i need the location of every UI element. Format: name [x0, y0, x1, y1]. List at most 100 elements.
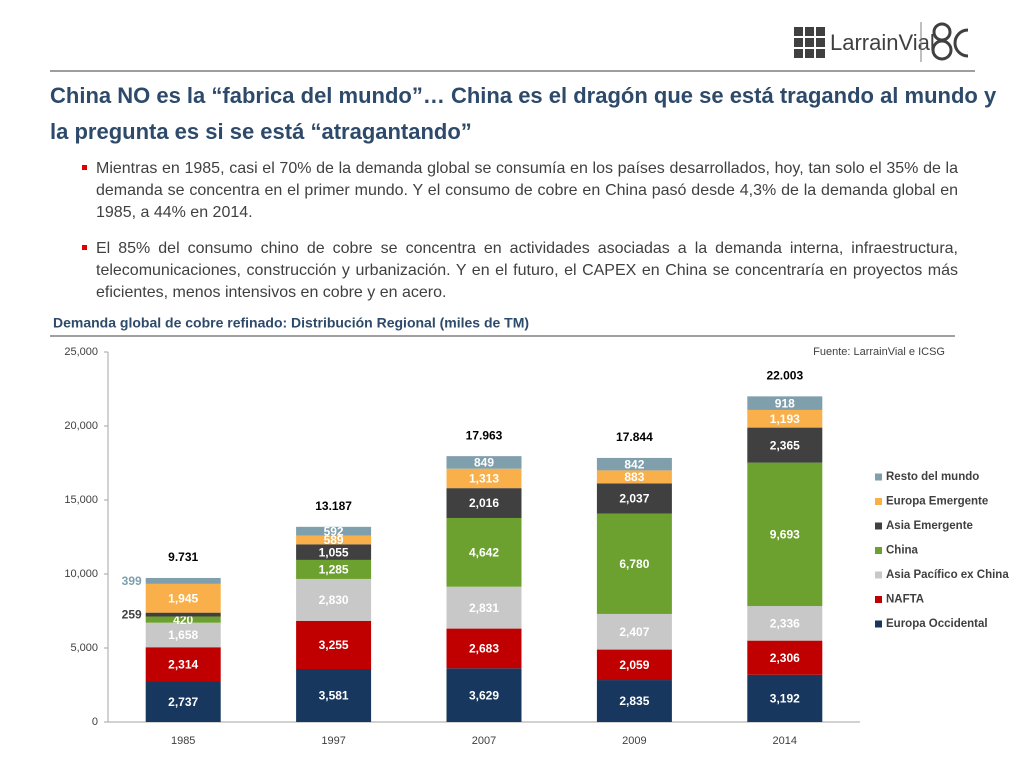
value-label: 3,192 — [770, 692, 800, 706]
slide-title: China NO es la “fabrica del mundo”… Chin… — [50, 83, 997, 144]
total-label: 22.003 — [766, 369, 803, 383]
value-label: 2,737 — [168, 695, 198, 709]
bar-segment — [596, 513, 672, 614]
bullet: El 85% del consumo chino de cobre se con… — [82, 238, 958, 304]
legend-swatch — [875, 596, 882, 603]
bar-segment — [145, 616, 221, 623]
bar-segment — [446, 517, 522, 587]
total-label: 17.963 — [466, 428, 503, 442]
value-label: 2,306 — [770, 651, 800, 665]
value-label: 2,407 — [619, 625, 649, 639]
bar-segment — [446, 456, 522, 469]
y-tick-label: 20,000 — [64, 420, 98, 432]
legend-label: Europa Emergente — [886, 496, 988, 508]
value-label: 2,835 — [619, 694, 649, 708]
x-tick-label: 2014 — [773, 735, 797, 747]
bar-segment — [296, 578, 372, 621]
bar-segment — [747, 674, 823, 722]
value-label: 3,581 — [319, 689, 349, 703]
logo-mark — [931, 22, 969, 61]
value-label: 399 — [122, 574, 142, 588]
source: Fuente: LarrainVial e ICSG — [813, 346, 945, 358]
bar-segment — [296, 544, 372, 560]
value-label: 2,683 — [469, 642, 499, 656]
value-label: 3,629 — [469, 688, 499, 702]
bar-segment — [446, 468, 522, 489]
value-label: 592 — [324, 524, 344, 538]
legend-label: Asia Emergente — [886, 520, 973, 532]
value-label: 1,193 — [770, 412, 800, 426]
bar-segment — [296, 620, 372, 670]
bar-segment — [596, 649, 672, 681]
x-tick-label: 2007 — [472, 735, 496, 747]
value-label: 2,831 — [469, 601, 499, 615]
bar-segment — [596, 470, 672, 484]
value-label: 2,336 — [770, 617, 800, 631]
bar-segment — [446, 628, 522, 669]
bar-segment — [596, 483, 672, 514]
value-label: 883 — [624, 470, 644, 484]
y-tick-label: 10,000 — [64, 568, 98, 580]
y-tick-label: 15,000 — [64, 494, 98, 506]
value-label: 9,693 — [770, 528, 800, 542]
bar-segment — [145, 612, 221, 617]
value-label: 1,658 — [168, 628, 198, 642]
value-label: 6,780 — [619, 557, 649, 571]
value-label: 2,016 — [469, 496, 499, 510]
value-label: 2,314 — [168, 658, 198, 672]
bar-segment — [747, 462, 823, 607]
y-tick-label: 25,000 — [64, 346, 98, 358]
bar-segment — [747, 396, 823, 410]
logo-text: LarrainVial — [830, 30, 935, 55]
legend-swatch — [875, 571, 882, 579]
value-label: 589 — [324, 533, 344, 547]
bar-segment — [145, 622, 221, 648]
bar-segment — [446, 488, 522, 518]
legend-label: Europa Occidental — [886, 618, 988, 630]
bar-segment — [747, 427, 823, 463]
bar-segment — [296, 669, 372, 722]
y-tick-label: 5,000 — [70, 642, 98, 654]
value-label: 1,055 — [319, 545, 349, 559]
bar-segment — [747, 640, 823, 675]
bullet: Mientras en 1985, casi el 70% de la dema… — [82, 158, 958, 224]
bar-segment — [596, 457, 672, 471]
bar-segment — [145, 583, 221, 613]
bar-segment — [596, 613, 672, 650]
value-label: 1,945 — [168, 591, 198, 605]
bar-segment — [145, 681, 221, 722]
bar-segment — [296, 526, 372, 536]
bar-segment — [145, 577, 221, 584]
value-label: 1,285 — [319, 563, 349, 577]
bar-segment — [596, 680, 672, 722]
bar-segment — [296, 535, 372, 545]
legend-swatch — [875, 498, 882, 505]
y-tick-label: 0 — [92, 716, 98, 728]
legend-label: China — [886, 545, 919, 557]
bar-segment — [747, 606, 823, 641]
legend-swatch — [875, 547, 882, 554]
legend-label: Resto del mundo — [886, 471, 979, 483]
bar-segment — [747, 409, 823, 428]
x-tick-label: 1985 — [171, 735, 195, 747]
bar-segment — [446, 586, 522, 629]
legend-swatch — [875, 522, 882, 530]
x-tick-label: 1997 — [321, 735, 345, 747]
value-label: 2,830 — [319, 593, 349, 607]
bar-segment — [446, 668, 522, 722]
legend-swatch — [875, 620, 882, 628]
value-label: 4,642 — [469, 546, 499, 560]
value-label: 918 — [775, 396, 795, 410]
chart-title: Demanda global de cobre refinado: Distri… — [53, 315, 529, 331]
x-tick-label: 2009 — [622, 735, 646, 747]
value-label: 259 — [122, 608, 142, 622]
value-label: 1,313 — [469, 472, 499, 486]
value-label: 2,037 — [619, 492, 649, 506]
value-label: 842 — [624, 457, 644, 471]
value-label: 2,365 — [770, 438, 800, 452]
legend-swatch — [875, 473, 882, 481]
total-label: 9.731 — [168, 550, 198, 564]
bar-segment — [296, 559, 372, 579]
